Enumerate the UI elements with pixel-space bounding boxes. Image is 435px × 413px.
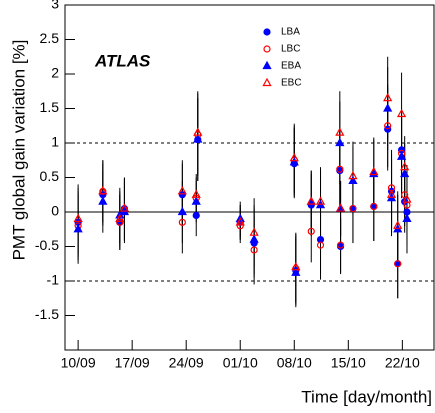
data-point: [250, 246, 258, 254]
legend-marker: [263, 45, 271, 53]
legend: LBA LBC EBA EBC: [262, 27, 302, 89]
data-point: [73, 213, 83, 222]
y-tick-label: -1.5: [35, 306, 59, 322]
x-axis-label: Time [day/month]: [301, 387, 432, 406]
legend-marker: [262, 77, 272, 87]
data-point: [335, 203, 346, 212]
data-point: [315, 196, 326, 205]
data-point: [98, 196, 108, 205]
data-point: [306, 196, 316, 205]
y-axis-label: PMT global gain variation [%]: [9, 40, 28, 261]
y-tick-label: 1: [51, 134, 59, 150]
data-point: [336, 165, 344, 173]
y-tick-label: 2: [51, 65, 59, 81]
y-tick-label: 0: [51, 203, 59, 219]
data-point: [235, 217, 245, 226]
legend-marker: [263, 28, 271, 36]
data-point: [289, 152, 299, 162]
data-point: [73, 224, 83, 233]
y-tick-label: -0.5: [35, 237, 59, 253]
data-point: [400, 168, 410, 178]
data-point: [401, 191, 409, 199]
data-point: [349, 204, 357, 213]
data-point: [193, 134, 203, 143]
y-tick-label: 3: [51, 0, 59, 12]
data-point: [383, 92, 393, 102]
data-point: [400, 161, 410, 171]
data-point: [192, 211, 200, 220]
data-point: [115, 213, 125, 222]
data-point: [191, 189, 201, 198]
data-point: [383, 103, 393, 112]
data-point: [394, 260, 402, 268]
plot-frame: [64, 4, 435, 351]
annotation: ATLAS: [94, 51, 151, 70]
data-point: [177, 186, 187, 195]
data-point: [402, 213, 412, 222]
legend-label: LBA: [281, 27, 300, 38]
data-point: [386, 189, 397, 198]
data-point: [191, 196, 201, 205]
data-point: [116, 218, 124, 226]
data-point: [291, 261, 301, 271]
legend-label: LBC: [281, 44, 300, 55]
x-tick-label: 10/09: [61, 355, 96, 371]
data-point: [289, 157, 299, 166]
data-point: [370, 202, 378, 211]
data-point: [335, 127, 345, 136]
data-point: [335, 137, 345, 147]
legend-label: EBC: [281, 78, 302, 89]
data-point: [178, 191, 186, 199]
data-point: [119, 203, 130, 212]
data-point: [369, 166, 379, 176]
data-point: [236, 222, 244, 230]
x-tick-label: 08/10: [277, 355, 312, 371]
data-point: [316, 241, 325, 249]
data-point: [307, 227, 315, 235]
data-point: [348, 170, 358, 180]
y-tick-label: -1: [47, 272, 60, 288]
legend-marker: [262, 60, 272, 70]
data-point: [396, 151, 407, 160]
y-tick-label: 2.5: [40, 30, 60, 46]
data-point: [336, 241, 345, 249]
data-point: [402, 194, 412, 203]
data-point: [193, 127, 203, 136]
data-point: [249, 227, 259, 236]
data-point: [249, 234, 259, 243]
x-tick-label: 22/10: [385, 355, 420, 371]
data-point: [178, 218, 186, 226]
data-point: [98, 186, 108, 195]
x-tick-label: 24/09: [169, 355, 204, 371]
x-tick-label: 01/10: [223, 355, 258, 371]
x-tick-label: 17/09: [115, 355, 150, 371]
x-tick-label: 15/10: [331, 355, 366, 371]
data-point: [291, 267, 301, 276]
data-point: [393, 220, 403, 229]
legend-label: EBA: [281, 61, 301, 72]
y-tick-label: 0.5: [40, 168, 60, 184]
data-point: [177, 206, 187, 216]
data-point: [348, 175, 358, 185]
data-point: [384, 122, 392, 130]
y-tick-label: 1.5: [40, 99, 60, 115]
data-point: [396, 108, 407, 118]
